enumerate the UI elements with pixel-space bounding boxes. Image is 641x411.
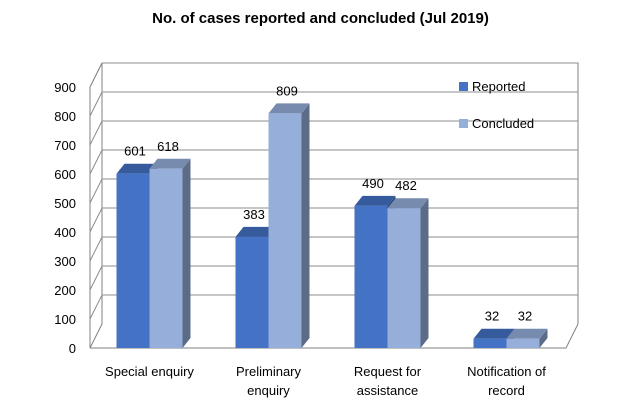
data-label: 482 xyxy=(395,178,417,193)
y-tick-label: 0 xyxy=(69,341,76,356)
y-tick-label: 800 xyxy=(54,109,76,124)
data-label: 32 xyxy=(485,309,499,324)
legend-swatch-reported xyxy=(459,82,468,91)
y-axis: 0 100 200 300 400 500 600 700 800 900 xyxy=(54,80,76,356)
bar-concluded-1 xyxy=(268,113,302,348)
y-tick-label: 600 xyxy=(54,167,76,182)
bar-top xyxy=(506,328,548,339)
data-label: 490 xyxy=(362,176,384,191)
bar-side xyxy=(539,328,548,348)
gridline xyxy=(89,120,578,146)
gridline xyxy=(89,62,578,88)
data-label: 601 xyxy=(124,144,146,159)
y-tick-label: 700 xyxy=(54,138,76,153)
bar-reported-3 xyxy=(473,338,507,348)
data-label: 32 xyxy=(518,309,532,324)
bar-top xyxy=(387,198,429,209)
bar-concluded-2 xyxy=(387,208,421,348)
side-wall-edge xyxy=(89,62,103,349)
category-label: assistance xyxy=(357,383,418,398)
gridline xyxy=(89,178,578,204)
chart-title: No. of cases reported and concluded (Jul… xyxy=(152,10,489,27)
bar-top xyxy=(354,195,396,206)
y-tick-label: 100 xyxy=(54,312,76,327)
bar-side xyxy=(182,158,191,348)
category-label: Special enquiry xyxy=(105,364,194,379)
data-label: 383 xyxy=(243,207,265,222)
legend-swatch-concluded xyxy=(459,119,468,128)
bar-side xyxy=(420,198,429,348)
data-labels: 601 618 383 809 490 482 32 32 xyxy=(124,83,532,323)
bar-side xyxy=(301,103,310,348)
category-label: Request for xyxy=(354,364,422,379)
category-labels: Special enquiry Preliminary enquiry Request… xyxy=(105,364,546,398)
bar-reported-2 xyxy=(354,205,388,348)
category-label: Notification of xyxy=(467,364,546,379)
y-tick-label: 300 xyxy=(54,254,76,269)
gridline xyxy=(89,149,578,175)
bar-concluded-3 xyxy=(506,338,540,348)
y-tick-label: 500 xyxy=(54,196,76,211)
category-label: record xyxy=(488,383,525,398)
bar-top xyxy=(473,328,515,339)
bar-concluded-0 xyxy=(149,168,183,348)
bar-top xyxy=(116,163,158,174)
bar-top xyxy=(268,103,310,114)
bar-reported-1 xyxy=(235,236,269,348)
y-tick-label: 900 xyxy=(54,80,76,95)
bar-reported-0 xyxy=(116,173,150,348)
y-tick-label: 200 xyxy=(54,283,76,298)
legend-label-reported: Reported xyxy=(472,79,525,94)
data-label: 618 xyxy=(157,139,179,154)
legend: Reported Concluded xyxy=(459,79,534,131)
gridline xyxy=(89,91,578,117)
category-label: Preliminary xyxy=(236,364,302,379)
y-tick-label: 400 xyxy=(54,225,76,240)
category-label: enquiry xyxy=(247,383,290,398)
data-label: 809 xyxy=(276,83,298,98)
bars xyxy=(116,103,548,348)
bar-top xyxy=(235,226,277,237)
legend-label-concluded: Concluded xyxy=(472,116,534,131)
bar-top xyxy=(149,158,191,169)
